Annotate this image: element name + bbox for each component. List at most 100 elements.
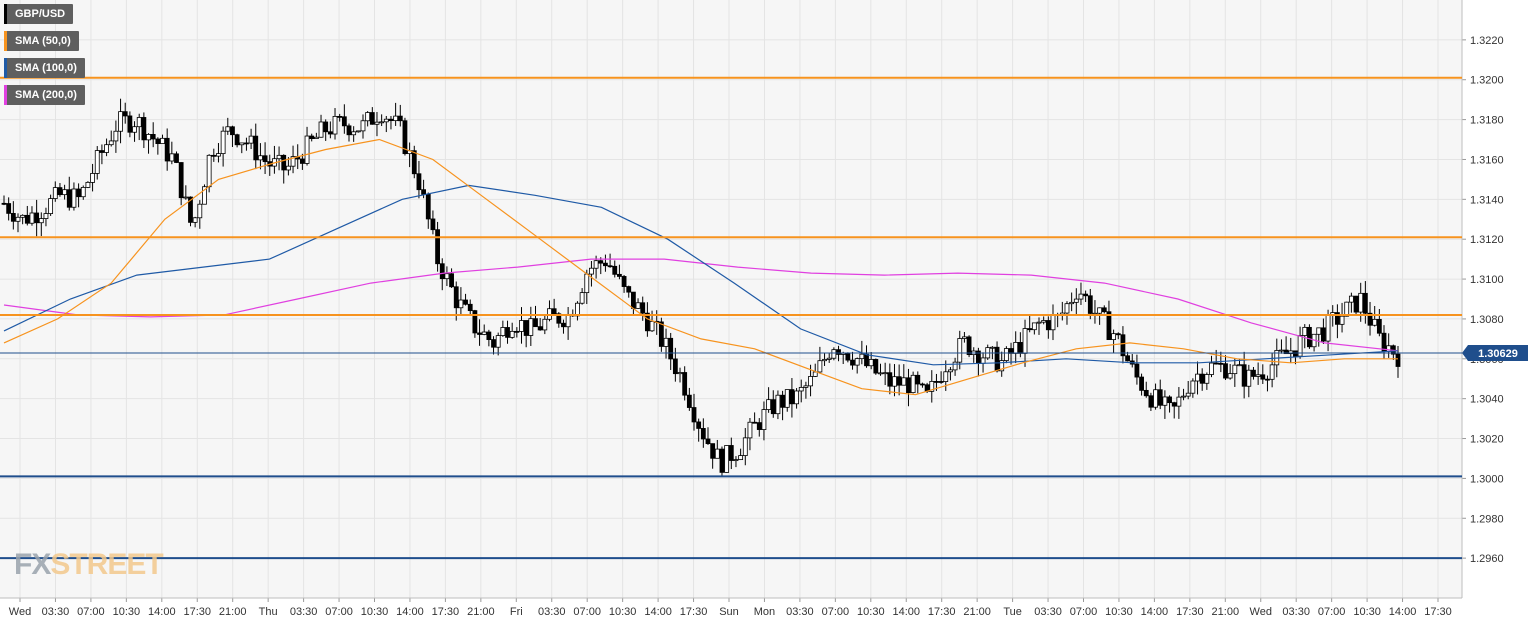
candle-body xyxy=(1362,292,1368,314)
x-tick-label: 14:00 xyxy=(396,606,424,618)
candle-body xyxy=(1372,318,1378,326)
x-tick-label: 03:30 xyxy=(42,606,70,618)
x-tick-label: 21:00 xyxy=(1212,606,1240,618)
candle-body xyxy=(836,349,841,355)
candle-body xyxy=(337,115,343,118)
x-tick-label: 03:30 xyxy=(1282,606,1310,618)
candle-body xyxy=(1125,355,1130,362)
candle-body xyxy=(1344,301,1350,317)
candle-body xyxy=(141,117,147,141)
candle-body xyxy=(962,336,967,339)
legend-label-sma-200: SMA (200,0) xyxy=(15,89,77,101)
candle-body xyxy=(663,337,669,347)
candle-body xyxy=(136,117,142,128)
candle-body xyxy=(1223,363,1228,379)
candle-body xyxy=(62,189,68,196)
candle-body xyxy=(733,459,739,462)
x-tick-label: 03:30 xyxy=(1034,606,1062,618)
fxstreet-logo: FXSTREET xyxy=(14,548,164,582)
y-tick-label: 1.3140 xyxy=(1470,194,1504,206)
candle-body xyxy=(1283,349,1289,355)
x-tick-label: Mon xyxy=(754,606,775,618)
candle-body xyxy=(281,154,287,171)
candle-body xyxy=(220,130,226,154)
candle-body xyxy=(766,399,772,411)
sma-200-line xyxy=(3,258,1399,352)
y-tick-label: 1.3180 xyxy=(1470,115,1504,127)
candle-body xyxy=(183,196,189,199)
candle-body xyxy=(948,369,953,373)
candle-body xyxy=(509,330,515,338)
candle-body xyxy=(113,130,119,142)
candle-body xyxy=(1199,373,1205,384)
candle-body xyxy=(1064,303,1070,314)
candle-body xyxy=(952,361,958,371)
y-tick-label: 1.3020 xyxy=(1470,434,1504,446)
candle-body xyxy=(327,131,333,135)
candle-body xyxy=(668,337,674,360)
candle-body xyxy=(658,321,664,347)
candle-body xyxy=(873,359,879,374)
candle-body xyxy=(1339,315,1345,325)
candle-body xyxy=(878,372,883,375)
candle-body xyxy=(1334,312,1340,325)
candle-body xyxy=(1115,333,1121,336)
candle-body xyxy=(1017,342,1023,354)
x-tick-label: Wed xyxy=(9,606,31,618)
candle-body xyxy=(1269,364,1275,380)
candle-body xyxy=(234,134,240,146)
candle-body xyxy=(598,260,604,264)
candle-body xyxy=(416,173,422,191)
candle-body xyxy=(299,158,305,164)
legend-item-sma-200[interactable]: SMA (200,0) xyxy=(4,85,85,105)
candle-body xyxy=(1213,362,1219,365)
x-tick-label: 03:30 xyxy=(786,606,814,618)
x-tick-label: 10:30 xyxy=(1105,606,1133,618)
candle-body xyxy=(374,121,380,125)
candle-body xyxy=(1395,353,1401,367)
legend-item-gbpusd[interactable]: GBP/USD xyxy=(4,4,74,24)
candle-body xyxy=(1167,396,1172,404)
y-tick-label: 1.3220 xyxy=(1470,35,1504,47)
candle-body xyxy=(1386,345,1392,352)
candle-body xyxy=(6,203,12,214)
candle-body xyxy=(519,320,524,332)
x-tick-label: 21:00 xyxy=(219,606,247,618)
candle-body xyxy=(705,438,711,445)
x-tick-label: 21:00 xyxy=(963,606,991,618)
candle-body xyxy=(463,299,468,305)
candle-body xyxy=(430,218,436,231)
legend-item-sma-50[interactable]: SMA (50,0) xyxy=(4,31,79,51)
sma-50-line xyxy=(3,138,1398,396)
legend-swatch-sma-100 xyxy=(4,58,7,78)
current-price-tag xyxy=(1462,345,1528,362)
candle-body xyxy=(500,327,506,336)
candle-body xyxy=(20,214,26,218)
candle-body xyxy=(859,353,865,360)
candle-body xyxy=(1232,364,1238,375)
candle-body xyxy=(1358,292,1364,313)
candle-body xyxy=(202,186,207,205)
candle-body xyxy=(542,318,548,331)
candle-body xyxy=(76,188,81,198)
candle-body xyxy=(1097,307,1103,314)
candle-body xyxy=(999,360,1005,372)
legend-item-sma-100[interactable]: SMA (100,0) xyxy=(4,58,85,78)
x-tick-label: 17:30 xyxy=(1424,606,1452,618)
x-tick-label: 14:00 xyxy=(1141,606,1169,618)
candle-body xyxy=(868,359,874,367)
candle-body xyxy=(313,136,319,140)
candle-body xyxy=(211,154,217,157)
candle-body xyxy=(551,308,557,315)
x-tick-label: Sun xyxy=(719,606,739,618)
candle-body xyxy=(1325,314,1331,342)
candle-body xyxy=(882,372,888,375)
candle-body xyxy=(1111,333,1117,341)
candle-body xyxy=(146,134,151,141)
candle-body xyxy=(458,299,464,309)
candle-body xyxy=(738,455,744,461)
candle-body xyxy=(1134,363,1140,378)
candle-body xyxy=(360,120,366,132)
candle-body xyxy=(621,276,627,287)
